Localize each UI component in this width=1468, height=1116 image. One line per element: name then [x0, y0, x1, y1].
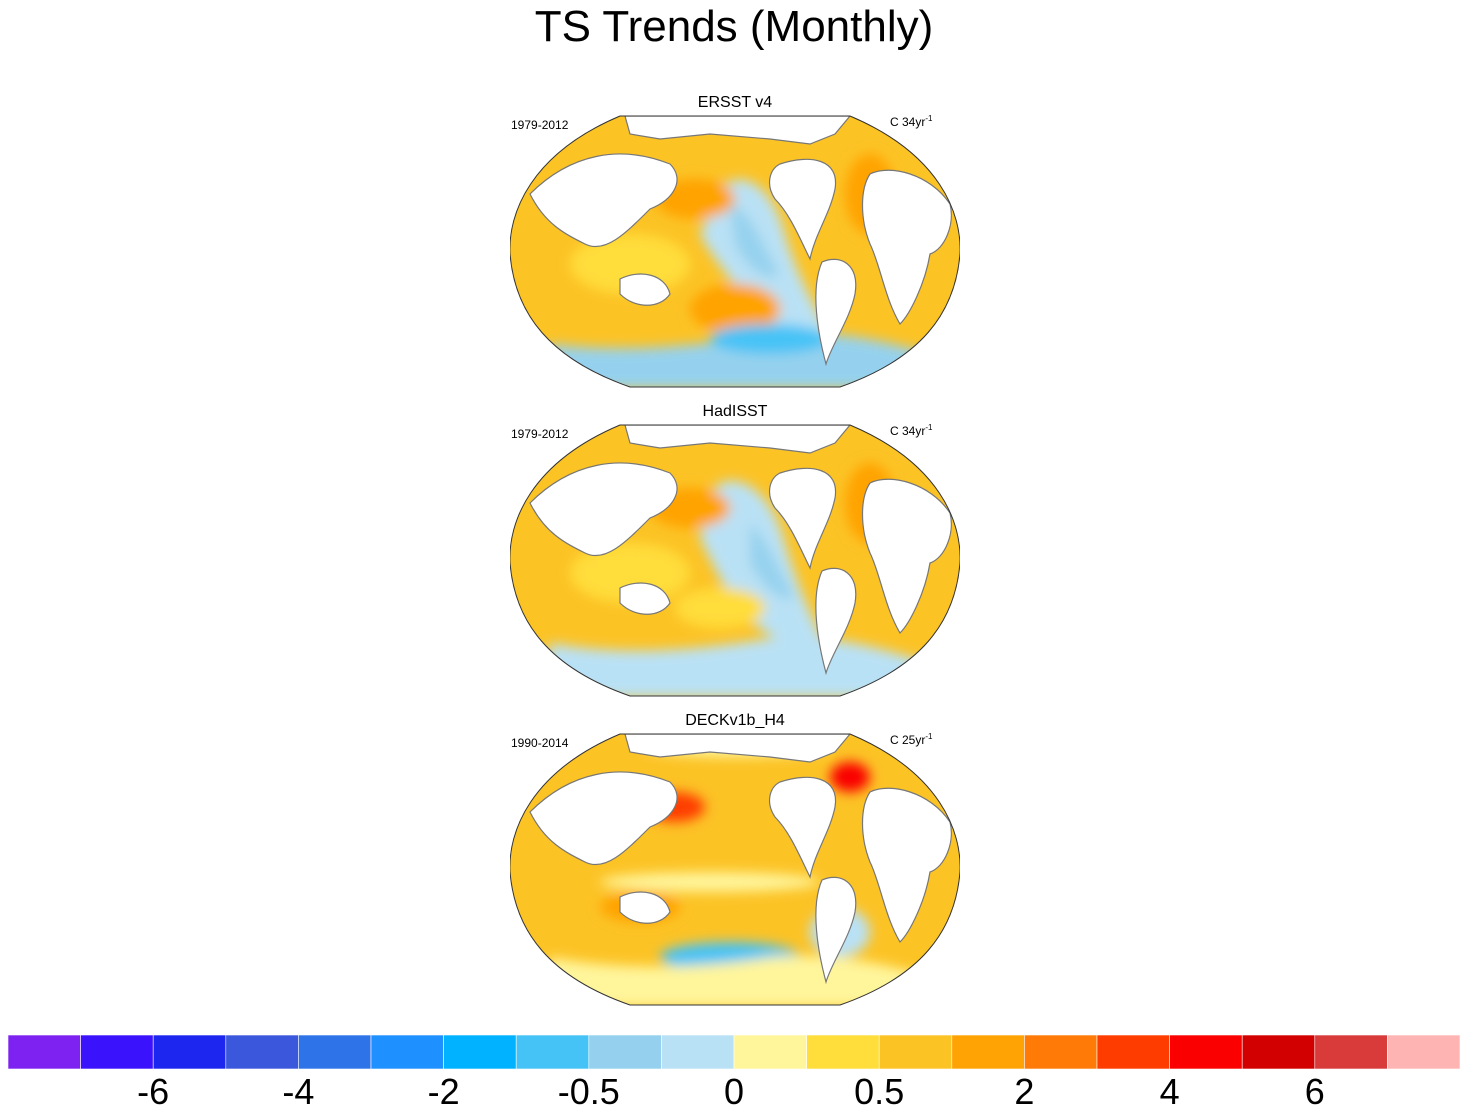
colorbar-swatch: [152, 1035, 227, 1069]
colorbar-tick-label: 4: [1159, 1071, 1180, 1112]
colorbar-swatch: [225, 1035, 299, 1069]
colorbar-swatch: [298, 1035, 372, 1069]
colorbar-swatch: [515, 1035, 590, 1069]
colorbar-swatch: [1024, 1035, 1098, 1069]
colorbar-tick-label: 2: [1014, 1071, 1035, 1112]
colorbar-swatch: [443, 1035, 517, 1069]
colorbar-swatch: [661, 1035, 735, 1069]
colorbar-swatch: [1314, 1035, 1388, 1069]
colorbar-swatch: [878, 1035, 953, 1069]
colorbar-swatch: [8, 1035, 81, 1069]
panel-units: C 25yr-1: [890, 732, 933, 747]
colorbar-tick-label: 0: [723, 1071, 745, 1112]
colorbar-tick-label: -2: [427, 1071, 460, 1112]
colorbar-tick-label: 6: [1304, 1071, 1325, 1112]
world-map: [510, 733, 960, 1006]
colorbar-tick-label: -0.5: [557, 1071, 620, 1112]
colorbar-tick-label: -6: [137, 1071, 170, 1112]
panel-period: 1979-2012: [511, 118, 569, 132]
map-panel-ersst: ERSST v4 1979-2012 C 34yr-1: [500, 94, 970, 394]
colorbar-swatch: [1096, 1035, 1170, 1069]
map-panel-hadisst: HadISST 1979-2012 C 34yr-1: [500, 403, 970, 703]
colorbar-swatch: [951, 1035, 1025, 1069]
colorbar-swatch: [588, 1035, 662, 1069]
world-map: [510, 115, 960, 388]
panel-units: C 34yr-1: [890, 423, 933, 438]
panel-period: 1990-2014: [511, 736, 569, 750]
colorbar-swatch: [1169, 1035, 1243, 1069]
panel-units: C 34yr-1: [890, 114, 933, 129]
panel-title: DECKv1b_H4: [685, 712, 785, 729]
colorbar-swatch: [1387, 1035, 1460, 1069]
colorbar-swatch: [370, 1035, 444, 1069]
panel-title: HadISST: [702, 403, 768, 420]
colorbar-swatch: [733, 1035, 807, 1069]
panel-period: 1979-2012: [511, 427, 569, 441]
world-map: [510, 424, 960, 697]
figure-title: TS Trends (Monthly): [534, 2, 934, 51]
colorbar-labels: -6 -4 -2 -0.5 0 0.5 2 4 6: [0, 1070, 1468, 1116]
colorbar-swatch: [80, 1035, 154, 1069]
colorbar-tick-label: -4: [282, 1071, 315, 1112]
colorbar-swatch: [806, 1035, 880, 1069]
colorbar-swatch: [1241, 1035, 1316, 1069]
panel-title: ERSST v4: [697, 94, 773, 111]
colorbar: [8, 1035, 1460, 1069]
colorbar-tick-label: 0.5: [854, 1071, 905, 1112]
map-panel-deck: DECKv1b_H4 1990-2014 C 25yr-1: [500, 712, 970, 1012]
